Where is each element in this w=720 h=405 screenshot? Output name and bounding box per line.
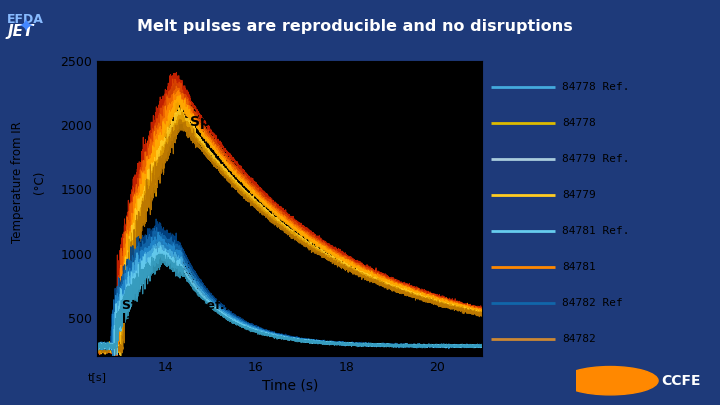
Text: 84782 Ref: 84782 Ref	[562, 298, 623, 308]
Text: lamella: lamella	[122, 313, 173, 326]
Text: 84781 Ref.: 84781 Ref.	[562, 226, 629, 236]
Text: 84778 Ref.: 84778 Ref.	[562, 82, 629, 92]
Text: ✦: ✦	[17, 17, 33, 36]
Text: Standard (Ref.): Standard (Ref.)	[122, 299, 230, 312]
Text: 84782: 84782	[562, 334, 595, 344]
Text: Special lamella: Special lamella	[190, 115, 308, 130]
Text: JET: JET	[7, 24, 34, 39]
Circle shape	[562, 367, 658, 395]
Text: CCFE: CCFE	[661, 374, 701, 388]
Text: t[s]: t[s]	[88, 372, 107, 382]
Text: 84779 Ref.: 84779 Ref.	[562, 154, 629, 164]
Text: (°C): (°C)	[33, 171, 46, 194]
Text: Temperature from IR: Temperature from IR	[12, 122, 24, 243]
Text: EFDA: EFDA	[7, 13, 44, 26]
X-axis label: Time (s): Time (s)	[261, 378, 318, 392]
Text: 84781: 84781	[562, 262, 595, 272]
Text: 84778: 84778	[562, 118, 595, 128]
Text: 84779: 84779	[562, 190, 595, 200]
Text: Melt pulses are reproducible and no disruptions: Melt pulses are reproducible and no disr…	[137, 19, 572, 34]
